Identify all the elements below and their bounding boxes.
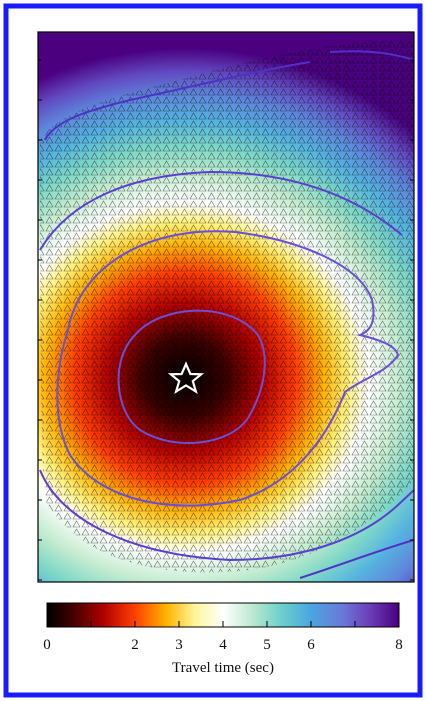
colorbar-tick-label: 5 bbox=[263, 637, 271, 653]
map-ticks bbox=[38, 59, 414, 581]
station-triangles bbox=[40, 40, 414, 573]
colorbar-tick-label: 6 bbox=[307, 637, 315, 653]
colorbar-label: Travel time (sec) bbox=[172, 660, 274, 676]
colorbar-tick-label: 8 bbox=[395, 637, 403, 653]
epicenter-star-icon bbox=[167, 361, 205, 394]
contour-8s bbox=[44, 50, 414, 579]
colorbar-tick-label: 3 bbox=[175, 637, 183, 653]
colorbar-tick-label: 4 bbox=[219, 637, 227, 653]
travel-time-map bbox=[38, 32, 414, 582]
map-border bbox=[37, 31, 415, 583]
colorbar-tick-labels: 0 2 3 4 5 6 8 bbox=[43, 637, 403, 653]
contour-2s bbox=[117, 309, 266, 445]
outer-border bbox=[3, 3, 423, 698]
colorbar-ticks bbox=[46, 621, 400, 627]
colorbar-tick-label: 0 bbox=[43, 637, 51, 653]
contour-4s bbox=[56, 230, 400, 507]
colorbar-tick-label: 2 bbox=[131, 637, 139, 653]
contour-6s bbox=[39, 170, 414, 562]
